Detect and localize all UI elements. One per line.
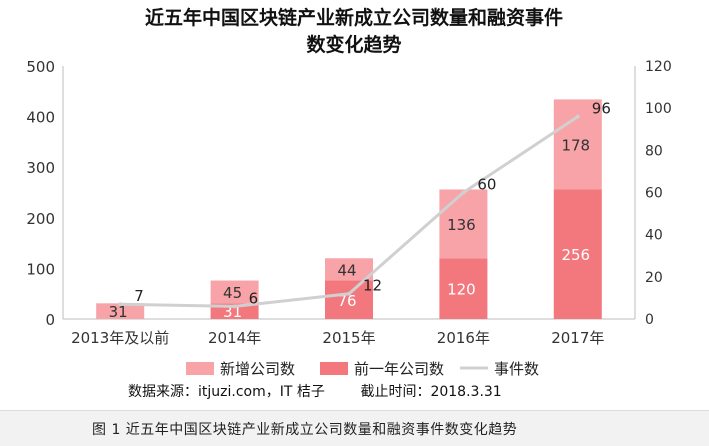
bar-label-new-companies: 31	[109, 303, 128, 321]
left-axis-tick-label: 400	[26, 109, 55, 127]
right-axis-tick-label: 40	[645, 228, 663, 244]
x-axis-tick-label: 2017年	[551, 329, 604, 347]
right-axis-tick-label: 0	[645, 312, 654, 328]
bar-label-new-companies: 44	[337, 261, 356, 279]
right-axis-tick-label: 20	[645, 270, 663, 286]
x-axis-ticks: 2013年及以前 2014年 2015年 2016年 2017年	[71, 329, 604, 347]
right-axis-tick-label: 80	[645, 143, 663, 159]
right-axis-tick-label: 100	[645, 101, 672, 117]
left-axis-tick-label: 0	[45, 311, 55, 329]
bar-new-companies	[210, 280, 259, 304]
events-point	[461, 190, 466, 195]
events-label: 7	[134, 287, 144, 305]
bar-label-new-companies: 178	[561, 136, 590, 154]
left-axis-tick-label: 500	[26, 58, 55, 76]
bar-label-previous-companies: 76	[337, 292, 356, 310]
events-point	[347, 291, 351, 296]
bar-new-companies	[439, 189, 488, 259]
left-axis-tick-label: 200	[26, 210, 55, 228]
legend-label: 新增公司数	[220, 360, 295, 378]
legend-swatch	[186, 362, 214, 375]
bar-previous-companies	[439, 258, 488, 319]
x-axis-tick-label: 2013年及以前	[71, 329, 169, 347]
left-axis-tick-label: 100	[26, 260, 55, 278]
left-axis-ticks: 0 100 200 300 400 500	[26, 58, 55, 329]
source-note: 数据来源：itjuzi.com，IT 桔子 截止时间：2018.3.31	[128, 384, 502, 400]
bar-label-previous-companies: 256	[561, 246, 590, 264]
bar-new-companies	[325, 258, 373, 281]
x-axis-tick-label: 2016年	[437, 329, 490, 347]
legend: 新增公司数 前一年公司数 事件数	[186, 360, 539, 378]
figure-caption: 图 1 近五年中国区块链产业新成立公司数量和融资事件数变化趋势	[92, 422, 518, 438]
chart-title-line-2: 数变化趋势	[306, 33, 401, 56]
legend-label: 事件数	[494, 360, 539, 378]
bar-previous-companies	[325, 280, 373, 319]
bar-previous-companies	[553, 189, 602, 319]
events-point	[118, 302, 123, 307]
events-point	[232, 304, 237, 309]
bar-label-previous-companies: 120	[447, 281, 476, 299]
events-label: 96	[592, 100, 611, 118]
right-axis-tick-label: 120	[645, 59, 672, 75]
right-axis-ticks: 0 20 40 60 80 100 120	[645, 59, 672, 328]
events-label: 12	[363, 277, 382, 295]
bar-new-companies	[553, 99, 602, 190]
right-axis-tick-label: 60	[645, 186, 663, 202]
legend-label: 前一年公司数	[354, 360, 444, 378]
x-axis-tick-label: 2015年	[322, 329, 375, 347]
legend-swatch	[320, 362, 348, 375]
events-label: 60	[477, 176, 496, 194]
x-axis-tick-label: 2014年	[208, 329, 261, 347]
left-axis-tick-label: 300	[26, 159, 55, 177]
bar-label-new-companies: 45	[223, 284, 242, 302]
figure-caption-bar: 图 1 近五年中国区块链产业新成立公司数量和融资事件数变化趋势	[0, 410, 709, 446]
events-point	[575, 114, 580, 119]
events-label: 6	[249, 289, 259, 307]
bar-label-new-companies: 136	[447, 216, 476, 234]
chart-title-line-1: 近五年中国区块链产业新成立公司数量和融资事件	[145, 6, 563, 29]
bar-new-companies	[96, 303, 145, 319]
